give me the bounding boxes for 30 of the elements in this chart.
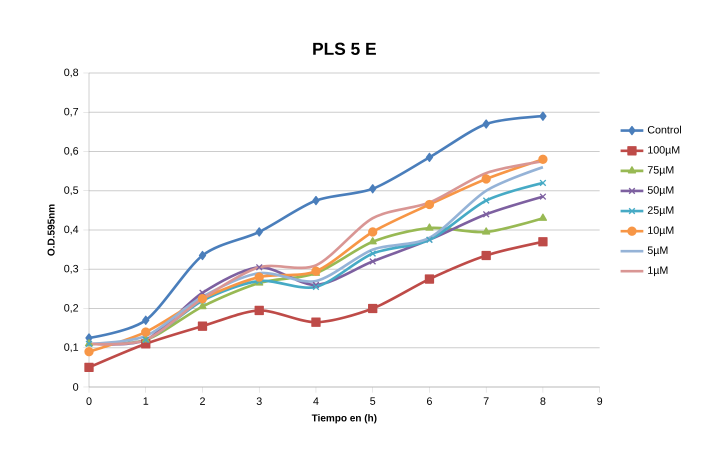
x-tick-label: 4 bbox=[313, 397, 319, 405]
legend-label: 100µM bbox=[648, 146, 680, 156]
x-tick-label: 2 bbox=[200, 397, 205, 405]
y-tick-label: 0,2 bbox=[64, 304, 78, 313]
y-tick-label: 0,8 bbox=[64, 68, 78, 78]
y-tick-label: 0,5 bbox=[64, 186, 78, 196]
y-tick-label: 0,6 bbox=[64, 147, 78, 156]
legend-label: 1µM bbox=[648, 266, 668, 276]
x-axis-title: Tiempo en (h) bbox=[312, 414, 377, 424]
y-axis-title: O.D.595nm bbox=[48, 204, 55, 256]
y-tick-label: 0,1 bbox=[64, 343, 78, 352]
x-tick-label: 0 bbox=[86, 397, 92, 405]
y-tick-label: 0,4 bbox=[64, 226, 78, 234]
chart-title: PLS 5 E bbox=[313, 42, 376, 55]
x-tick-label: 1 bbox=[144, 397, 148, 405]
x-tick-label: 5 bbox=[370, 397, 376, 405]
x-tick-label: 3 bbox=[256, 397, 262, 405]
y-tick-label: 0,7 bbox=[64, 108, 78, 117]
y-tick-label: 0,3 bbox=[64, 264, 78, 274]
y-tick-label: 0 bbox=[73, 383, 78, 391]
legend-label: 5µM bbox=[648, 246, 668, 256]
legend-label: 25µM bbox=[648, 206, 674, 216]
x-tick-label: 6 bbox=[427, 397, 432, 405]
x-tick-label: 9 bbox=[597, 397, 602, 405]
x-tick-label: 7 bbox=[484, 397, 489, 405]
legend-label: 75µM bbox=[648, 166, 674, 176]
legend-label: 50µM bbox=[648, 186, 674, 196]
legend-label: 10µM bbox=[648, 226, 674, 236]
legend-label: Control bbox=[648, 126, 681, 134]
x-tick-label: 8 bbox=[540, 397, 546, 405]
